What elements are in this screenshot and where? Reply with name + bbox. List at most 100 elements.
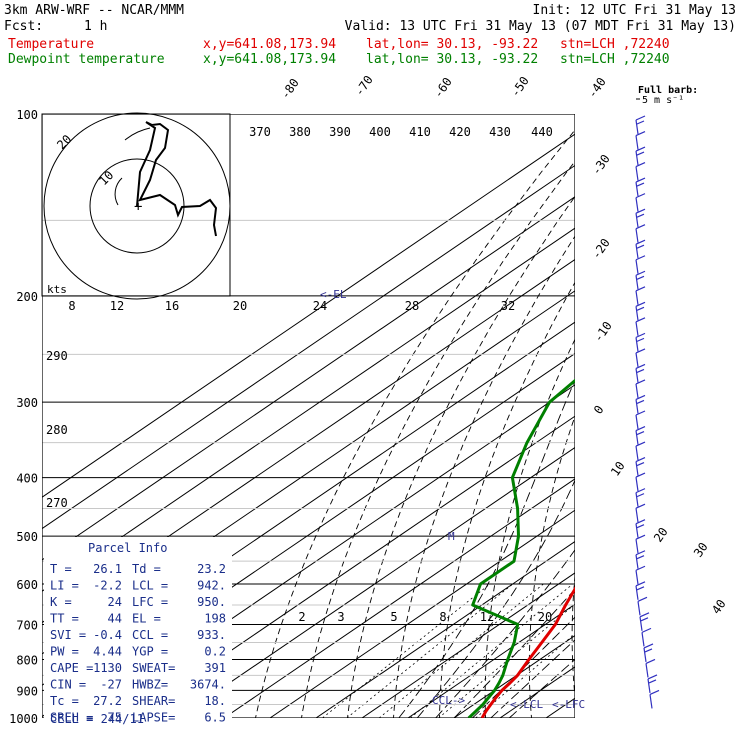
parcel-info-value: LFC = bbox=[132, 595, 168, 609]
parcel-info-value: LI = bbox=[50, 579, 79, 593]
dry-adiabat-label: 270 bbox=[46, 496, 68, 510]
wind-barb bbox=[635, 441, 646, 461]
wind-barb bbox=[635, 425, 646, 445]
parcel-info-value: 23.2 bbox=[197, 562, 226, 576]
parcel-info-value: -2.2 bbox=[93, 579, 122, 593]
wind-barb bbox=[639, 612, 650, 631]
parcel-info-value: 4.44 bbox=[93, 645, 122, 659]
pressure-tick-label: 1000 bbox=[9, 712, 38, 726]
dry-adiabat-line bbox=[255, 129, 575, 718]
wind-barb bbox=[635, 348, 646, 367]
legend-temperature-coords: x,y=641.08,173.94 bbox=[203, 37, 336, 52]
dry-adiabat-line bbox=[571, 571, 575, 702]
hodograph-arc bbox=[114, 177, 123, 206]
wind-barb bbox=[641, 627, 652, 647]
mixing-ratio-label: 20 bbox=[538, 610, 552, 624]
dry-adiabat-line bbox=[393, 235, 575, 718]
parcel-info-value: SVI = bbox=[50, 628, 86, 642]
dry-adiabat-line bbox=[528, 415, 575, 718]
dry-adiabat-line bbox=[614, 114, 740, 731]
parcel-info-panel: Parcel Info T = 26.1 Td = 23.2 LI = -2.2 LCL =… bbox=[44, 537, 232, 726]
isotherm-tick-label: -40 bbox=[585, 75, 609, 101]
reference-line-labels: 370 380 390 400 410 420 430 440 8 12 16 20 24 28 32 2 3 5… bbox=[46, 125, 553, 624]
wind-header-units: 5 m s⁻¹ bbox=[642, 95, 684, 106]
lcl-marker: <-LCL bbox=[510, 698, 543, 711]
wind-barb bbox=[635, 488, 646, 507]
saturated-adiabat-label: 28 bbox=[405, 299, 419, 313]
d-marker: M bbox=[448, 530, 455, 543]
pressure-tick-label: 600 bbox=[16, 578, 38, 592]
parcel-info-value: 18. bbox=[204, 694, 226, 708]
isotherm-line bbox=[42, 133, 575, 498]
parcel-info-value: 1130 bbox=[93, 661, 122, 675]
parcel-info-value: 3674. bbox=[190, 678, 226, 692]
parcel-info-value: T = bbox=[50, 562, 72, 576]
parcel-info-title: Parcel Info bbox=[88, 541, 167, 555]
valid-time: Valid: 13 UTC Fri 31 May 13 (07 MDT Fri … bbox=[345, 19, 736, 34]
wind-barb bbox=[635, 519, 646, 538]
isotherm-tick-label: 0 bbox=[591, 403, 607, 417]
dry-adiabat-label: 280 bbox=[46, 423, 68, 437]
wind-barb bbox=[635, 239, 646, 259]
wind-barb bbox=[635, 332, 646, 352]
parcel-info-value: 950. bbox=[197, 595, 226, 609]
legend-dewpoint-latlon: lat,lon= 30.13, -93.22 bbox=[366, 52, 538, 67]
saturated-adiabat-line bbox=[508, 658, 575, 718]
wind-barb bbox=[635, 317, 646, 336]
isotherm-line bbox=[638, 114, 740, 718]
dry-adiabat-line bbox=[484, 338, 575, 718]
isotherm-tick-label: -30 bbox=[589, 152, 613, 178]
theta-label: 440 bbox=[531, 125, 553, 139]
pressure-tick-label: 400 bbox=[16, 472, 38, 486]
saturated-adiabat-line bbox=[398, 378, 575, 718]
parcel-info-value: SHEAR= bbox=[132, 694, 175, 708]
parcel-info-value: CIN = bbox=[50, 678, 86, 692]
dry-adiabat-line bbox=[693, 114, 740, 731]
isotherm-line bbox=[545, 697, 575, 718]
wind-barbs bbox=[635, 115, 660, 709]
parcel-info-value: 942. bbox=[197, 579, 226, 593]
pressure-axis: 100 200 300 400 500 600 700 800 900 1000 bbox=[9, 108, 38, 726]
model-title: 3km ARW-WRF -- NCAR/MMM bbox=[4, 3, 184, 18]
isotherm-line bbox=[177, 446, 575, 718]
hodograph-origin-mark: + bbox=[134, 199, 142, 215]
wind-barb bbox=[649, 689, 660, 709]
parcel-info-value: 26.1 bbox=[93, 562, 122, 576]
wind-barb bbox=[635, 193, 646, 212]
legend-dewpoint-stn: stn=LCH ,72240 bbox=[560, 52, 670, 67]
wind-barb bbox=[635, 286, 646, 305]
pressure-tick-label: 800 bbox=[16, 653, 38, 667]
wind-barb bbox=[635, 581, 646, 600]
isotherm-line bbox=[131, 415, 575, 718]
isotherm-line bbox=[407, 603, 575, 718]
hodograph-trace bbox=[136, 121, 218, 237]
theta-label: 400 bbox=[369, 125, 391, 139]
wind-barb bbox=[635, 472, 646, 492]
mixing-ratio-label: 3 bbox=[337, 610, 344, 624]
isotherm-tick-label: 40 bbox=[709, 597, 729, 617]
fcst-value: 1 h bbox=[84, 19, 107, 34]
wind-header: Full barb: 5 m s⁻¹ bbox=[636, 85, 698, 106]
isotherm-line bbox=[315, 540, 575, 718]
parcel-info-value: 6.5 bbox=[204, 711, 226, 725]
isotherm-line bbox=[223, 478, 575, 718]
wind-header-title: Full barb: bbox=[638, 85, 698, 96]
wind-barb bbox=[635, 301, 646, 321]
wind-barb bbox=[635, 363, 646, 383]
dry-adiabat-line bbox=[654, 114, 740, 731]
wind-barb bbox=[635, 457, 646, 476]
parcel-info-value: CAPE = bbox=[50, 661, 93, 675]
init-time: Init: 12 UTC Fri 31 May 13 bbox=[533, 3, 737, 18]
pressure-tick-label: 300 bbox=[16, 396, 38, 410]
parcel-info-value: HWBZ= bbox=[132, 678, 168, 692]
isotherm-tick-label: -60 bbox=[431, 75, 455, 101]
hodograph-arc-upper bbox=[124, 127, 151, 141]
pressure-tick-label: 700 bbox=[16, 618, 38, 632]
mixing-ratio-label: 8 bbox=[439, 610, 446, 624]
saturated-adiabat-line bbox=[490, 639, 575, 718]
isotherm-line bbox=[592, 114, 740, 718]
hodograph-units: kts bbox=[47, 283, 67, 296]
lfc-marker: <-LFC bbox=[552, 698, 585, 711]
wind-barb bbox=[635, 255, 646, 274]
